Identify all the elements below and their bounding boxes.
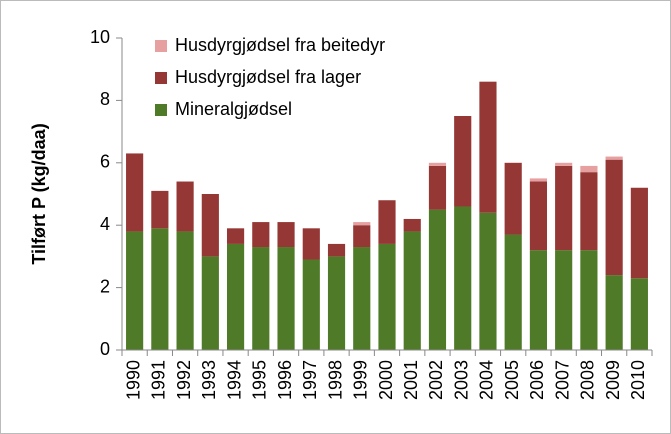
bar-segment: [353, 247, 371, 350]
x-tick-label: 2007: [552, 360, 572, 400]
x-tick-label: 1999: [351, 360, 371, 400]
bar-segment: [479, 81, 497, 213]
y-tick-label: 0: [100, 339, 110, 359]
x-tick-label: 1997: [300, 360, 320, 400]
bar-segment: [428, 162, 447, 166]
bar-segment: [605, 159, 623, 276]
bar-segment: [504, 234, 522, 350]
bar-segment: [226, 228, 245, 244]
bar-segment: [428, 209, 447, 350]
bar-segment: [327, 256, 346, 350]
bar-segment: [555, 250, 573, 350]
bar-segment: [126, 231, 144, 350]
x-tick-label: 2004: [477, 360, 497, 400]
bar-segment: [529, 181, 548, 251]
x-tick-label: 2008: [578, 360, 598, 400]
x-tick-label: 1995: [250, 360, 270, 400]
bar-segment: [252, 222, 270, 248]
bar-segment: [630, 187, 648, 279]
x-tick-label: 2000: [376, 360, 396, 400]
bar-segment: [353, 225, 371, 248]
legend-swatch: [155, 40, 167, 52]
bar-segment: [529, 178, 548, 182]
bar-segment: [378, 243, 396, 350]
y-tick-label: 4: [100, 214, 110, 234]
x-tick-label: 2009: [603, 360, 623, 400]
y-tick-label: 8: [100, 89, 110, 109]
x-tick-label: 2003: [451, 360, 471, 400]
bar-segment: [529, 250, 548, 350]
bar-segment: [403, 231, 421, 350]
bar-segment: [126, 153, 144, 232]
x-tick-label: 2010: [628, 360, 648, 400]
legend-label: Mineralgjødsel: [175, 99, 292, 119]
x-tick-label: 1992: [174, 360, 194, 400]
y-tick-label: 10: [90, 27, 110, 47]
bar-segment: [378, 200, 396, 244]
x-tick-label: 1994: [224, 360, 244, 400]
x-tick-label: 1993: [199, 360, 219, 400]
legend-swatch: [155, 104, 167, 116]
y-tick-label: 6: [100, 152, 110, 172]
bar-segment: [151, 228, 169, 350]
bar-segment: [353, 222, 371, 226]
y-axis-label: Tilført P (kg/daa): [29, 123, 49, 264]
legend-label: Husdyrgjødsel fra beitedyr: [175, 35, 385, 55]
bar-segment: [302, 259, 320, 350]
bar-segment: [252, 247, 270, 350]
bar-segment: [580, 165, 598, 173]
bar-segment: [479, 212, 497, 350]
bar-segment: [403, 218, 421, 232]
x-tick-label: 2002: [426, 360, 446, 400]
bar-segment: [277, 247, 295, 350]
bar-segment: [277, 222, 295, 248]
bar-segment: [454, 206, 472, 350]
x-tick-label: 1996: [275, 360, 295, 400]
bar-segment: [605, 275, 623, 350]
bar-segment: [555, 165, 573, 251]
x-tick-label: 1991: [149, 360, 169, 400]
bar-segment: [580, 172, 598, 251]
legend-swatch: [155, 72, 167, 84]
y-tick-label: 2: [100, 276, 110, 296]
x-tick-label: 2001: [401, 360, 421, 400]
x-tick-label: 1998: [325, 360, 345, 400]
bar-segment: [428, 165, 447, 210]
bar-segment: [555, 162, 573, 166]
bar-segment: [226, 243, 245, 350]
bar-segment: [201, 256, 219, 350]
bar-segment: [630, 278, 648, 350]
bar-segment: [176, 181, 194, 232]
bar-segment: [201, 194, 219, 257]
x-tick-label: 1990: [123, 360, 143, 400]
bar-segment: [327, 243, 346, 257]
x-tick-label: 2005: [502, 360, 522, 400]
bar-segment: [454, 116, 472, 207]
x-tick-label: 2006: [527, 360, 547, 400]
bar-segment: [176, 231, 194, 350]
bar-segment: [302, 228, 320, 260]
bar-segment: [605, 156, 623, 160]
bar-segment: [151, 190, 169, 229]
bar-segment: [504, 162, 522, 235]
legend-label: Husdyrgjødsel fra lager: [175, 67, 361, 87]
bar-segment: [580, 250, 598, 350]
